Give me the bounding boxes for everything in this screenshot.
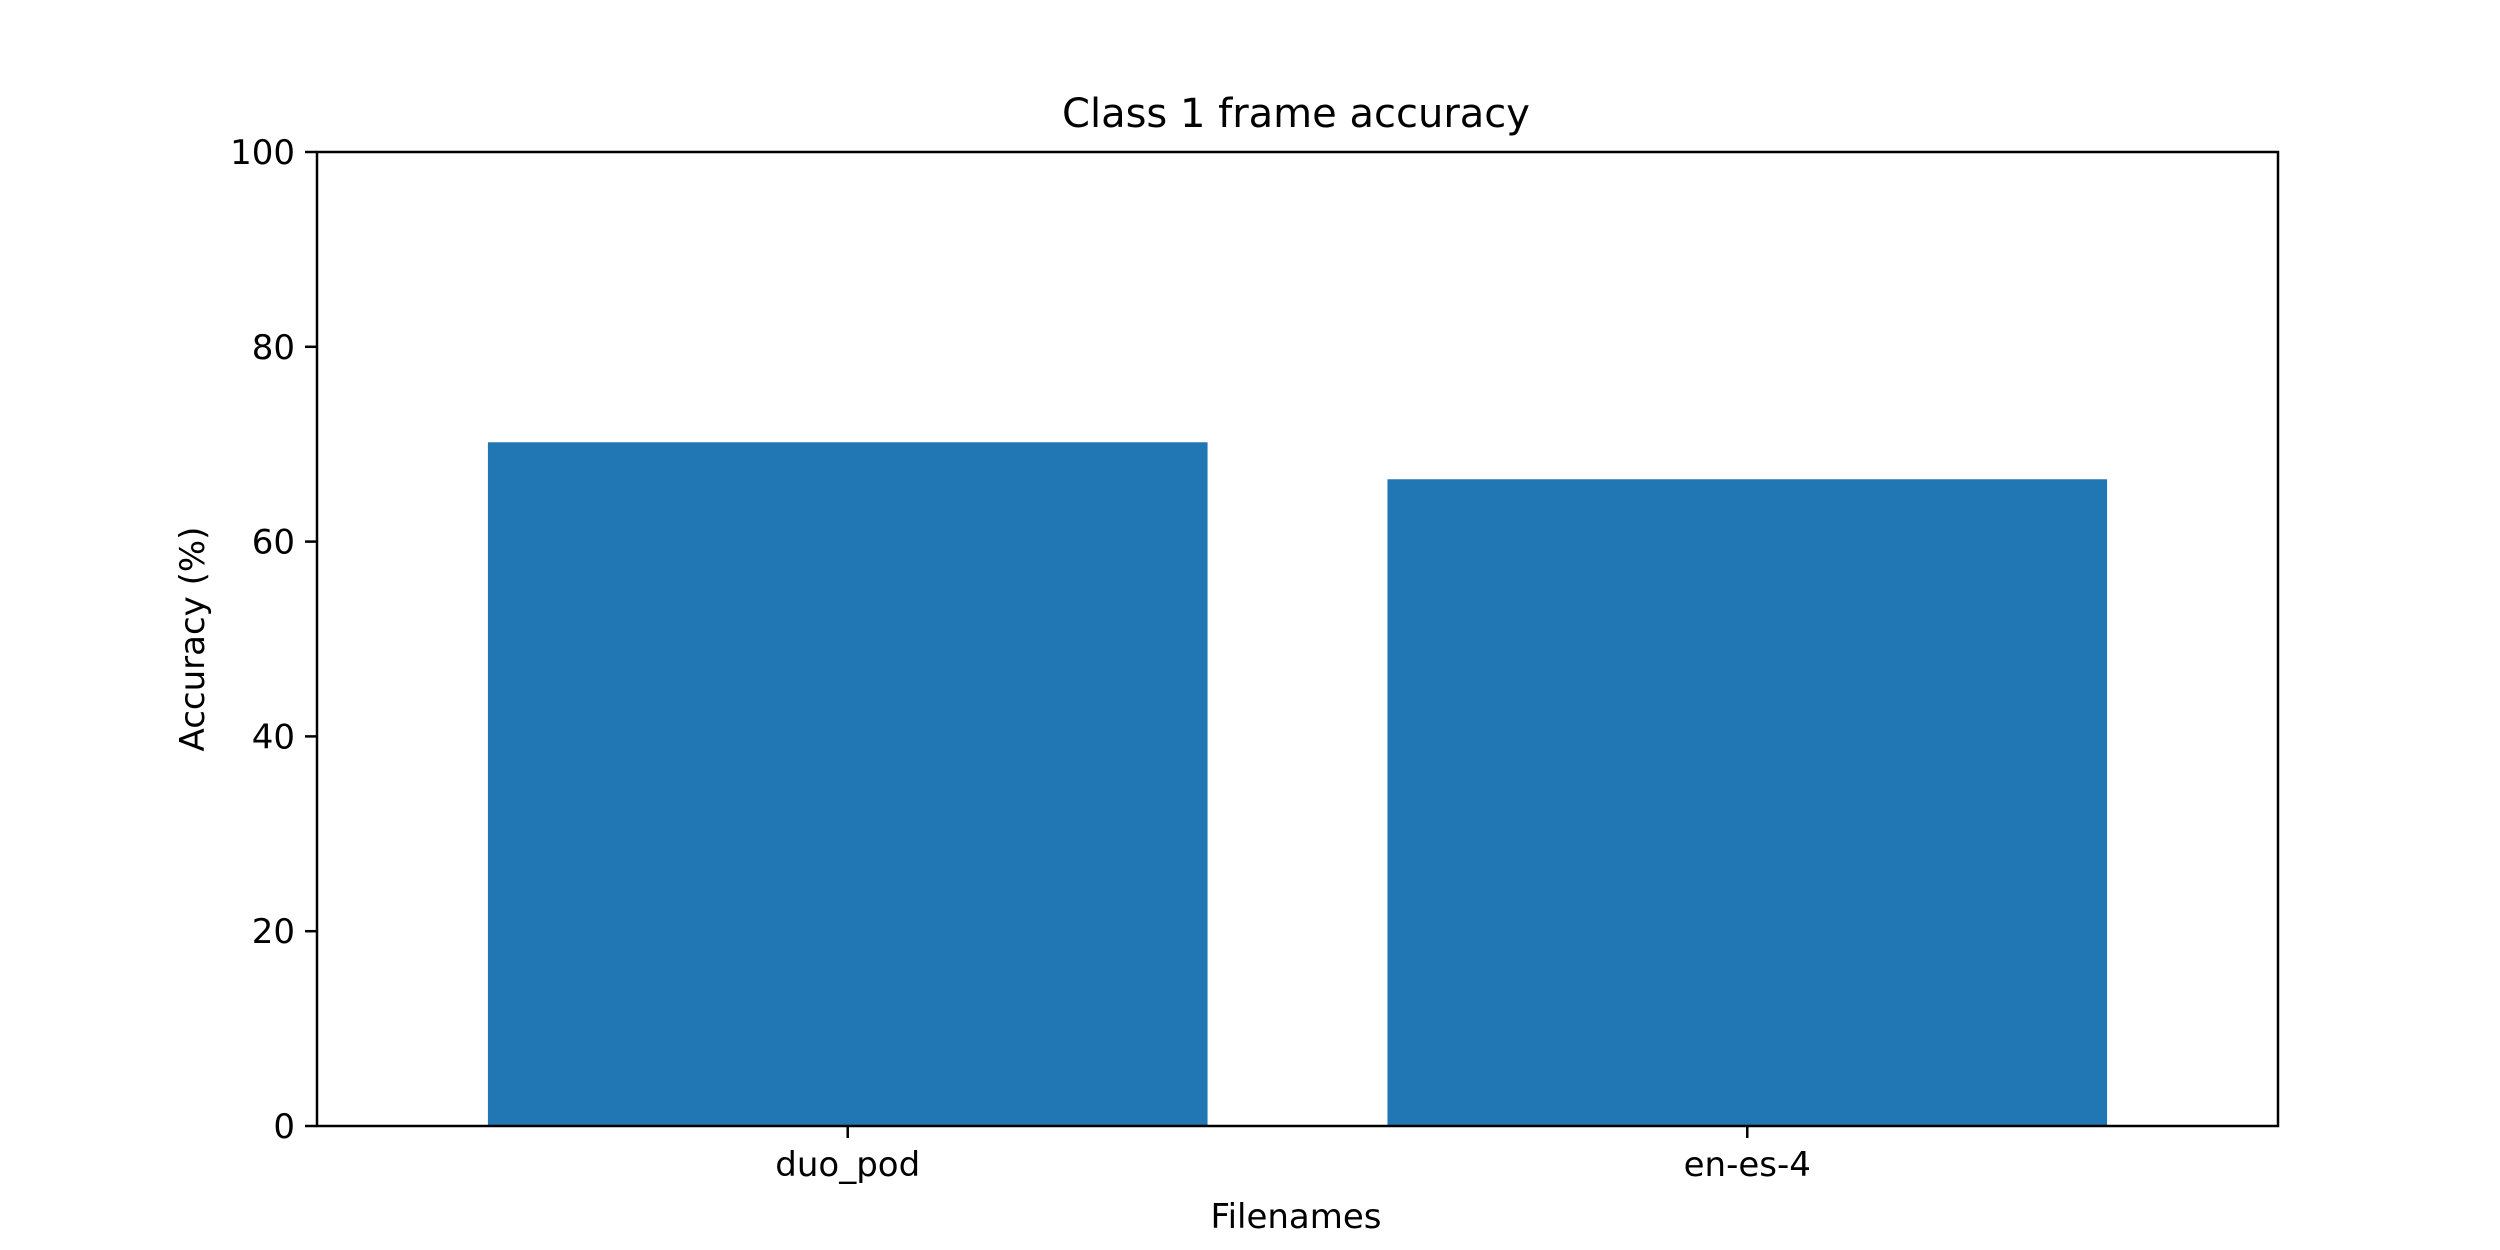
x-tick-label: en-es-4 bbox=[1684, 1145, 1811, 1185]
y-tick-label: 80 bbox=[252, 328, 295, 368]
y-tick-label: 20 bbox=[252, 912, 295, 952]
bar-duo_pod bbox=[487, 442, 1208, 1126]
x-tick-label: duo_pod bbox=[775, 1145, 920, 1185]
plot-frame bbox=[315, 150, 2280, 1128]
y-tick-label: 0 bbox=[273, 1107, 295, 1147]
y-tick-label: 60 bbox=[252, 523, 295, 563]
bar-en-es-4 bbox=[1387, 479, 2108, 1126]
chart-title: Class 1 frame accuracy bbox=[1062, 91, 1530, 137]
x-axis-label: Filenames bbox=[1210, 1197, 1381, 1237]
y-tick-label: 100 bbox=[230, 133, 295, 173]
x-axis: duo_pod en-es-4 bbox=[775, 1126, 1811, 1185]
y-axis-label: Accuracy (%) bbox=[173, 527, 213, 752]
y-tick-label: 40 bbox=[252, 717, 295, 757]
y-axis: 0 20 40 60 80 100 bbox=[230, 133, 317, 1147]
bars-group bbox=[487, 442, 2108, 1126]
